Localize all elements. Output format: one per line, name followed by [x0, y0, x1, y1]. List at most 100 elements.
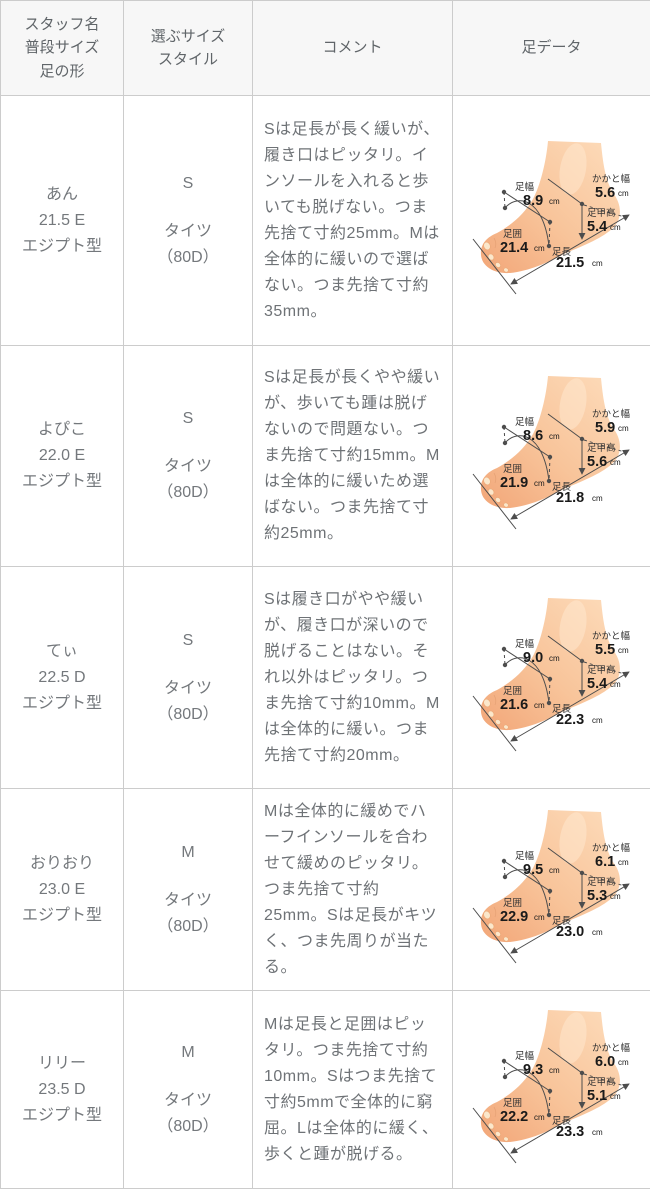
- heel-width-label: かかと幅: [592, 408, 631, 420]
- heel-width-label: かかと幅: [592, 1042, 631, 1054]
- instep-height-value: 5.1: [587, 1088, 607, 1104]
- measure-dot: [548, 676, 552, 680]
- measure-dot: [547, 243, 551, 247]
- comment-cell: Sは足長が長くやや緩いが、歩いても踵は脱げないので問題ない。つま先捨て寸約15m…: [253, 346, 453, 567]
- staff-usual-size: 23.0 E: [2, 877, 122, 903]
- foot-girth-unit: cm: [534, 701, 545, 710]
- measure-dot: [580, 437, 584, 441]
- size-cell: M タイツ （80D）: [124, 789, 253, 991]
- foot-width-value: 8.9: [523, 193, 543, 209]
- foot-length-value: 21.8: [556, 490, 584, 506]
- instep-height-unit: cm: [610, 223, 621, 232]
- measure-dot: [548, 219, 552, 223]
- instep-height-unit: cm: [610, 892, 621, 901]
- staff-usual-size: 22.5 D: [2, 665, 122, 691]
- table-row: よぴこ 22.0 E エジプト型 S タイツ （80D） Sは足長が長くやや緩い…: [1, 346, 650, 567]
- foot-girth-value: 21.9: [500, 475, 528, 491]
- foot-width-label: 足幅: [515, 638, 535, 650]
- foot-data-cell: 足幅 9.5 cm 足囲 22.9 cm かかと幅 6.1 cm 足甲高 5.3…: [453, 789, 650, 991]
- staff-usual-size: 22.0 E: [2, 443, 122, 469]
- chosen-size-label: S: [125, 406, 251, 432]
- style-label: タイツ （80D）: [125, 219, 251, 271]
- width-projection-line: [504, 861, 505, 877]
- width-projection-line: [504, 192, 505, 208]
- instep-height-value: 5.4: [587, 219, 607, 235]
- staff-usual-size: 23.5 D: [2, 1077, 122, 1103]
- instep-height-label: 足甲高: [587, 442, 616, 454]
- comment-text: Mは全体的に緩めでハーフインソールを合わせて緩めのピッタリ。つま先捨て寸約25m…: [264, 799, 441, 981]
- staff-cell: あん 21.5 E エジプト型: [1, 96, 124, 346]
- heel-width-label: かかと幅: [592, 842, 631, 854]
- foot-width-unit: cm: [549, 866, 560, 875]
- style-label: タイツ （80D）: [125, 888, 251, 940]
- foot-girth-label: 足囲: [503, 464, 522, 475]
- chosen-size-label: S: [125, 628, 251, 654]
- foot-length-unit: cm: [592, 928, 603, 937]
- foot-girth-value: 22.9: [500, 909, 528, 925]
- foot-width-label: 足幅: [515, 181, 535, 193]
- measure-dot: [503, 874, 507, 878]
- foot-length-unit: cm: [592, 716, 603, 725]
- foot-width-unit: cm: [549, 197, 560, 206]
- foot-width-label: 足幅: [515, 1050, 535, 1062]
- foot-data-cell: 足幅 8.6 cm 足囲 21.9 cm かかと幅 5.9 cm 足甲高 5.6…: [453, 346, 650, 567]
- measure-dot: [547, 912, 551, 916]
- column-header-comment: コメント: [253, 1, 453, 96]
- instep-height-value: 5.3: [587, 888, 607, 904]
- column-header-size: 選ぶサイズ スタイル: [124, 1, 253, 96]
- style-label: タイツ （80D）: [125, 676, 251, 728]
- foot-girth-label: 足囲: [503, 1098, 522, 1109]
- table-body: あん 21.5 E エジプト型 S タイツ （80D） Sは足長が長く緩いが、履…: [1, 96, 650, 1189]
- table-row: てぃ 22.5 D エジプト型 S タイツ （80D） Sは履き口がやや緩いが、…: [1, 567, 650, 789]
- measure-dot: [502, 425, 506, 429]
- foot-diagram: 足幅 8.6 cm 足囲 21.9 cm かかと幅 5.9 cm 足甲高 5.6…: [453, 361, 650, 551]
- instep-height-unit: cm: [610, 680, 621, 689]
- foot-length-value: 22.3: [556, 712, 584, 728]
- foot-length-unit: cm: [592, 259, 603, 268]
- foot-width-value: 8.6: [523, 428, 543, 444]
- foot-width-unit: cm: [549, 654, 560, 663]
- foot-width-label: 足幅: [515, 416, 535, 428]
- measure-dot: [547, 1112, 551, 1116]
- heel-width-label: かかと幅: [592, 630, 631, 642]
- foot-girth-unit: cm: [534, 479, 545, 488]
- table-row: おりおり 23.0 E エジプト型 M タイツ （80D） Mは全体的に緩めでハ…: [1, 789, 650, 991]
- heel-width-unit: cm: [618, 189, 629, 198]
- width-projection-line: [504, 427, 505, 443]
- comment-cell: Mは足長と足囲はピッタリ。つま先捨て寸約10mm。Sはつま先捨て寸約5mmで全体…: [253, 991, 453, 1189]
- measure-dot: [503, 205, 507, 209]
- width-projection-line: [504, 649, 505, 665]
- foot-width-unit: cm: [549, 432, 560, 441]
- comment-cell: Mは全体的に緩めでハーフインソールを合わせて緩めのピッタリ。つま先捨て寸約25m…: [253, 789, 453, 991]
- staff-name: よぴこ: [2, 417, 122, 443]
- foot-width-value: 9.0: [523, 650, 543, 666]
- table-row: リリー 23.5 D エジプト型 M タイツ （80D） Mは足長と足囲はピッタ…: [1, 991, 650, 1189]
- heel-width-value: 5.5: [595, 642, 615, 658]
- instep-height-label: 足甲高: [587, 207, 616, 219]
- size-cell: S タイツ （80D）: [124, 346, 253, 567]
- staff-foot-shape: エジプト型: [2, 903, 122, 929]
- staff-foot-shape: エジプト型: [2, 234, 122, 260]
- instep-height-value: 5.6: [587, 454, 607, 470]
- measure-dot: [548, 455, 552, 459]
- staff-cell: よぴこ 22.0 E エジプト型: [1, 346, 124, 567]
- staff-foot-shape: エジプト型: [2, 691, 122, 717]
- measure-dot: [503, 662, 507, 666]
- instep-height-unit: cm: [610, 1092, 621, 1101]
- measure-dot: [548, 1088, 552, 1092]
- staff-foot-shape: エジプト型: [2, 1103, 122, 1129]
- measure-dot: [502, 858, 506, 862]
- foot-data-cell: 足幅 9.0 cm 足囲 21.6 cm かかと幅 5.5 cm 足甲高 5.4…: [453, 567, 650, 789]
- foot-length-value: 21.5: [556, 255, 584, 271]
- measure-dot: [502, 646, 506, 650]
- measure-dot: [548, 888, 552, 892]
- heel-width-unit: cm: [618, 424, 629, 433]
- column-header-staff: スタッフ名 普段サイズ 足の形: [1, 1, 124, 96]
- foot-length-value: 23.0: [556, 924, 584, 940]
- foot-length-unit: cm: [592, 1128, 603, 1137]
- style-label: タイツ （80D）: [125, 1088, 251, 1140]
- comment-text: Sは履き口がやや緩いが、履き口が深いので脱げることはない。それ以外はピッタリ。つ…: [264, 587, 441, 769]
- measure-dot: [580, 201, 584, 205]
- measure-dot: [580, 1070, 584, 1074]
- staff-name: リリー: [2, 1051, 122, 1077]
